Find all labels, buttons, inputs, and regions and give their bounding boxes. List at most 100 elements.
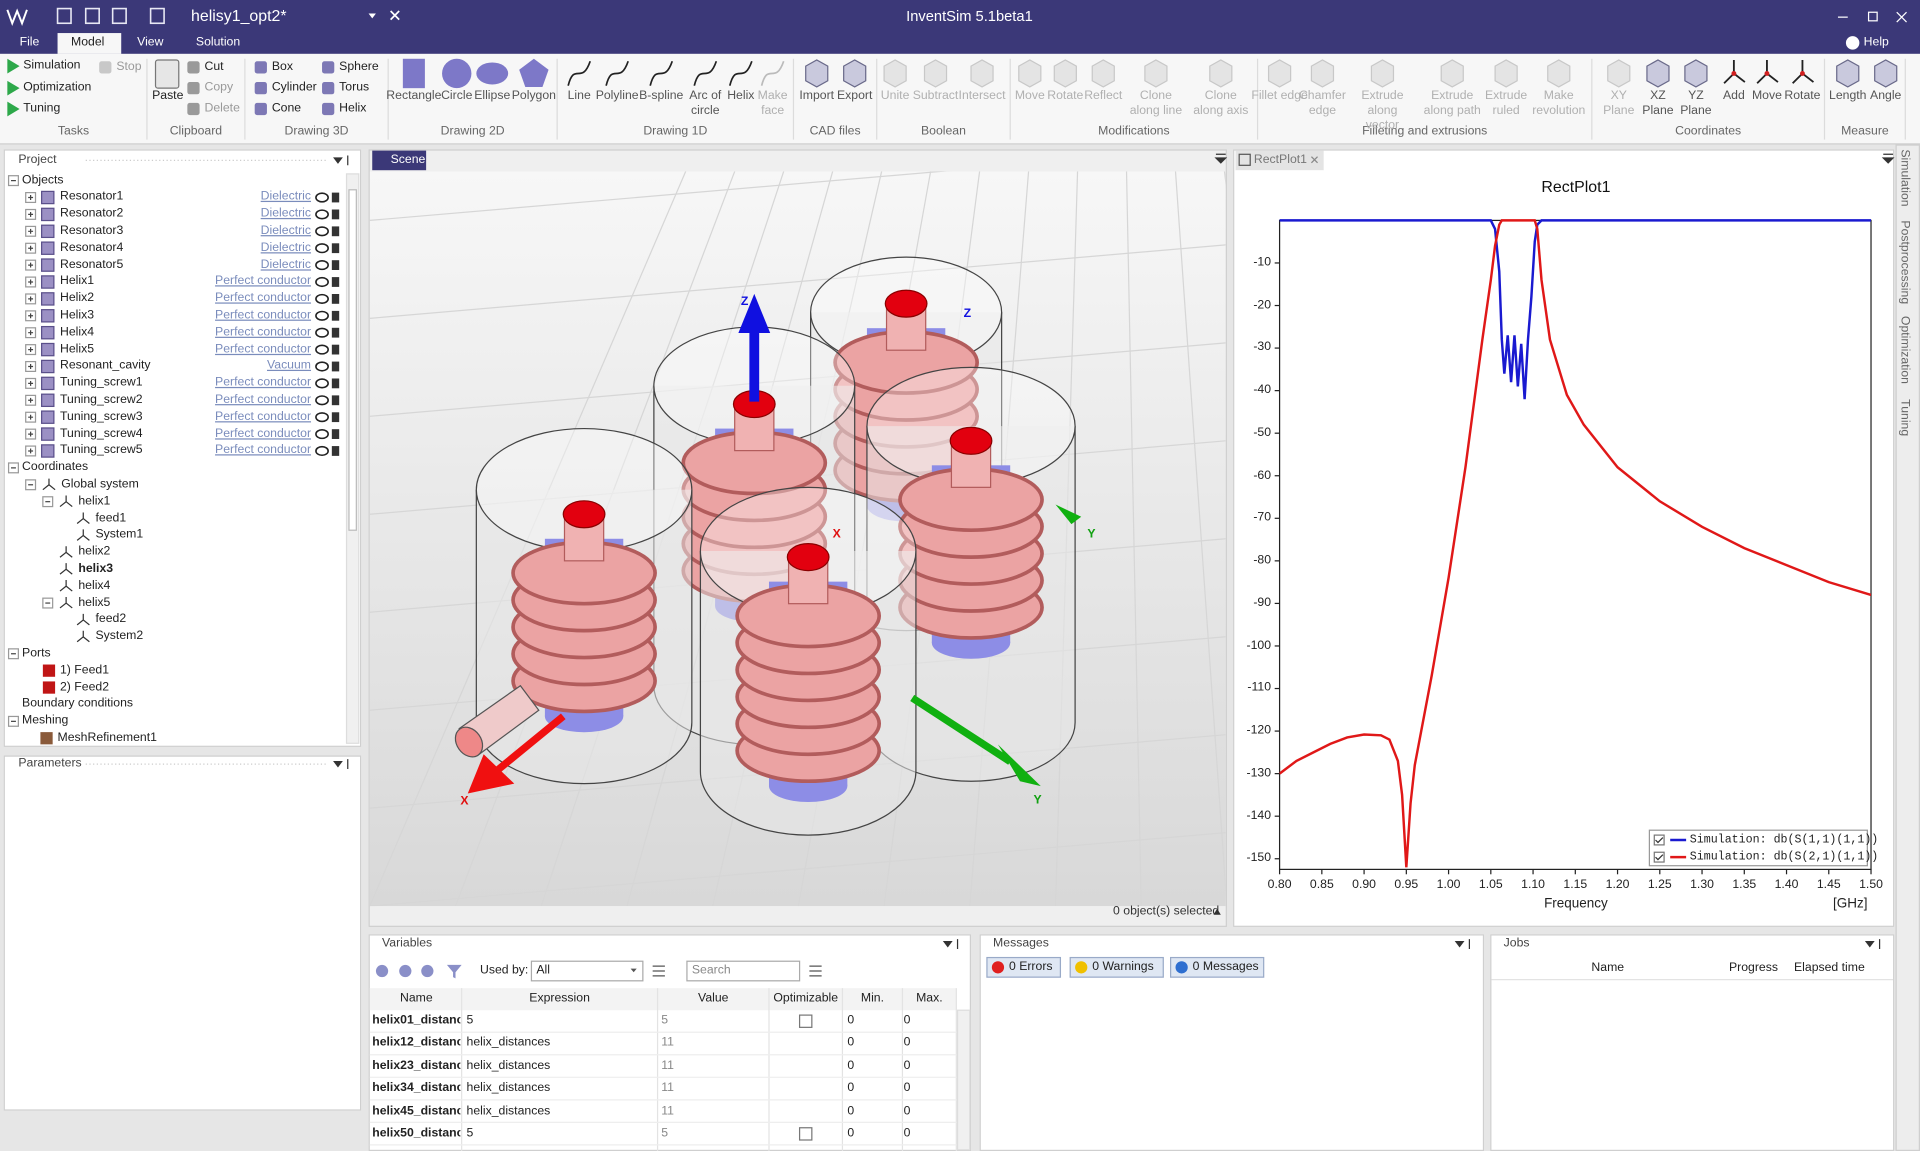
tree-node[interactable]: Helix4 bbox=[60, 325, 94, 340]
ribbon-item[interactable]: Tuning bbox=[23, 102, 60, 117]
filter-button[interactable]: 0 Warnings bbox=[1092, 960, 1153, 975]
tree-node[interactable]: Ports bbox=[22, 646, 51, 661]
material-link[interactable]: Dielectric bbox=[261, 241, 311, 256]
ribbon-item[interactable]: Clone along axis bbox=[1189, 89, 1253, 118]
ribbon-item[interactable]: Length bbox=[1827, 89, 1869, 104]
material-link[interactable]: Perfect conductor bbox=[215, 275, 311, 290]
ribbon-item[interactable]: Stop bbox=[116, 60, 141, 75]
tree-node[interactable]: Tuning_screw5 bbox=[60, 444, 143, 459]
tree-node[interactable]: helix2 bbox=[78, 545, 110, 560]
ribbon-item[interactable]: XY Plane bbox=[1598, 89, 1640, 118]
tree-node[interactable]: Resonator4 bbox=[60, 241, 123, 256]
ribbon-item[interactable]: Sphere bbox=[339, 60, 378, 75]
tree-node[interactable]: Resonator3 bbox=[60, 224, 123, 239]
plot-tab[interactable]: RectPlot1 bbox=[1254, 153, 1307, 168]
ribbon-item[interactable]: Cylinder bbox=[272, 81, 317, 96]
ribbon-item[interactable]: Box bbox=[272, 60, 293, 75]
var-expression[interactable]: 5 bbox=[467, 1127, 474, 1142]
tree-node[interactable]: 1) Feed1 bbox=[60, 663, 109, 678]
ribbon-item[interactable]: Delete bbox=[204, 102, 239, 117]
ribbon-item[interactable]: Export bbox=[834, 89, 876, 104]
side-tab[interactable]: Tuning bbox=[1897, 399, 1912, 436]
ribbon-item[interactable]: Rotate bbox=[1782, 89, 1824, 104]
filter-button[interactable]: 0 Errors bbox=[1009, 960, 1053, 975]
material-link[interactable]: Perfect conductor bbox=[215, 376, 311, 391]
ribbon-item[interactable]: Polyline bbox=[594, 89, 641, 104]
tree-node[interactable]: 2) Feed2 bbox=[60, 680, 109, 695]
ribbon-item[interactable]: Polygon bbox=[506, 89, 562, 104]
var-expression[interactable]: helix_distances bbox=[467, 1036, 551, 1051]
help-menu[interactable]: Help bbox=[1864, 36, 1889, 51]
ribbon-item[interactable]: Angle bbox=[1865, 89, 1907, 104]
tree-node[interactable]: System2 bbox=[96, 630, 144, 645]
ribbon-item[interactable]: Chamfer edge bbox=[1291, 89, 1355, 118]
tree-node[interactable]: Helix3 bbox=[60, 308, 94, 323]
tree-node[interactable]: MeshRefinement1 bbox=[58, 731, 157, 746]
material-link[interactable]: Vacuum bbox=[267, 359, 311, 374]
ribbon-item[interactable]: Extrude along vector bbox=[1351, 89, 1415, 133]
ribbon-item[interactable]: Optimization bbox=[23, 81, 91, 96]
filter-button[interactable]: 0 Messages bbox=[1193, 960, 1259, 975]
ribbon-item[interactable]: B-spline bbox=[638, 89, 685, 104]
tree-node[interactable]: Resonator1 bbox=[60, 190, 123, 205]
var-expression[interactable]: helix_distances bbox=[467, 1104, 551, 1119]
tree-node[interactable]: Boundary conditions bbox=[22, 697, 133, 712]
material-link[interactable]: Perfect conductor bbox=[215, 308, 311, 323]
ribbon-item[interactable]: Subtract bbox=[911, 89, 960, 104]
ribbon-item[interactable]: XZ Plane bbox=[1637, 89, 1679, 118]
tree-node[interactable]: Helix1 bbox=[60, 275, 94, 290]
material-link[interactable]: Perfect conductor bbox=[215, 427, 311, 442]
var-expression[interactable]: helix_distances bbox=[467, 1081, 551, 1096]
material-link[interactable]: Perfect conductor bbox=[215, 444, 311, 459]
tree-node[interactable]: helix4 bbox=[78, 579, 110, 594]
menu-tab[interactable]: Model bbox=[71, 36, 104, 51]
ribbon-item[interactable]: Torus bbox=[339, 81, 369, 96]
material-link[interactable]: Perfect conductor bbox=[215, 342, 311, 357]
tree-node[interactable]: Resonant_cavity bbox=[60, 359, 151, 374]
tree-node[interactable]: Global system bbox=[61, 477, 139, 492]
ribbon-item[interactable]: Helix bbox=[339, 102, 366, 117]
tree-node[interactable]: helix5 bbox=[78, 596, 110, 611]
ribbon-item[interactable]: Paste bbox=[143, 89, 192, 104]
ribbon-item[interactable]: Cut bbox=[204, 60, 223, 75]
side-tab[interactable]: Simulation bbox=[1897, 149, 1912, 206]
scene-tab[interactable]: Scene bbox=[391, 153, 426, 168]
material-link[interactable]: Perfect conductor bbox=[215, 292, 311, 307]
material-link[interactable]: Dielectric bbox=[261, 258, 311, 273]
tree-node[interactable]: Meshing bbox=[22, 714, 68, 729]
ribbon-item[interactable]: Make revolution bbox=[1527, 89, 1591, 118]
side-tab[interactable]: Optimization bbox=[1897, 316, 1912, 384]
side-tab[interactable]: Postprocessing bbox=[1897, 220, 1912, 304]
ribbon-item[interactable]: Clone along line bbox=[1124, 89, 1188, 118]
ribbon-item[interactable]: YZ Plane bbox=[1675, 89, 1717, 118]
tree-node[interactable]: Helix2 bbox=[60, 292, 94, 307]
menu-tab[interactable]: View bbox=[137, 36, 163, 51]
ribbon-item[interactable]: Copy bbox=[204, 81, 233, 96]
var-expression[interactable]: 5 bbox=[467, 1014, 474, 1029]
tree-node[interactable]: helix3 bbox=[78, 562, 113, 577]
tree-node[interactable]: Tuning_screw1 bbox=[60, 376, 143, 391]
tree-node[interactable]: Resonator2 bbox=[60, 207, 123, 222]
ribbon-item[interactable]: Simulation bbox=[23, 59, 80, 74]
material-link[interactable]: Dielectric bbox=[261, 207, 311, 222]
tree-node[interactable]: Tuning_screw4 bbox=[60, 427, 143, 442]
material-link[interactable]: Dielectric bbox=[261, 190, 311, 205]
tree-node[interactable]: helix1 bbox=[78, 494, 110, 509]
search-box[interactable]: Search bbox=[692, 964, 731, 979]
menu-tab[interactable]: Solution bbox=[196, 36, 240, 51]
tree-node[interactable]: Resonator5 bbox=[60, 258, 123, 273]
ribbon-item[interactable]: Cone bbox=[272, 102, 301, 117]
menu-tab[interactable]: File bbox=[20, 36, 40, 51]
tree-node[interactable]: Tuning_screw2 bbox=[60, 393, 143, 408]
tree-node[interactable]: Objects bbox=[22, 173, 64, 188]
material-link[interactable]: Dielectric bbox=[261, 224, 311, 239]
material-link[interactable]: Perfect conductor bbox=[215, 325, 311, 340]
var-expression[interactable]: helix_distances bbox=[467, 1059, 551, 1074]
used-by-value[interactable]: All bbox=[536, 964, 550, 979]
tree-node[interactable]: feed2 bbox=[96, 613, 127, 628]
material-link[interactable]: Perfect conductor bbox=[215, 410, 311, 425]
ribbon-item[interactable]: Make face bbox=[749, 89, 796, 118]
tree-node[interactable]: Helix5 bbox=[60, 342, 94, 357]
tree-node[interactable]: Coordinates bbox=[22, 461, 88, 476]
tree-node[interactable]: System1 bbox=[96, 528, 144, 543]
